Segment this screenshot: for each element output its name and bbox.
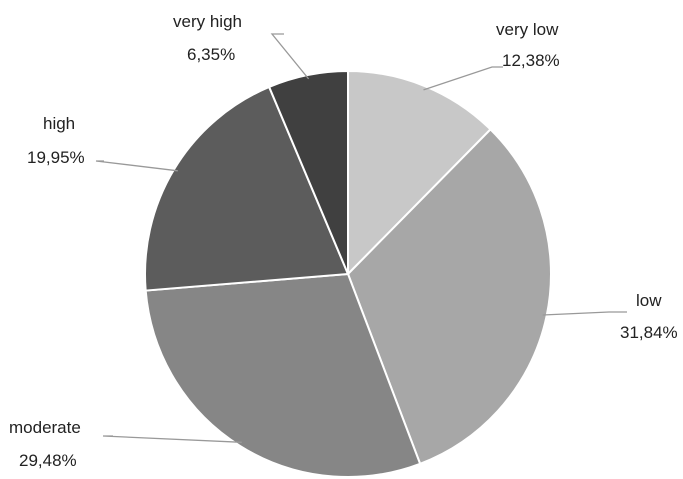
label-very-low-value: 12,38% — [502, 51, 560, 70]
leader-line-very-high — [270, 33, 310, 80]
label-very-low-name: very low — [496, 20, 559, 39]
pie-slices — [144, 69, 552, 478]
leader-line-moderate — [102, 435, 242, 443]
leader-line-very-low — [423, 66, 503, 91]
leader-line-low — [542, 311, 627, 316]
leader-lines — [95, 33, 627, 443]
label-low-name: low — [636, 291, 662, 310]
leader-line-high — [95, 160, 178, 172]
label-high-name: high — [43, 114, 75, 133]
pie-slice-low — [346, 127, 552, 466]
label-high-value: 19,95% — [27, 148, 85, 167]
label-moderate-name: moderate — [9, 418, 81, 437]
pie-slice-moderate — [144, 272, 422, 478]
pie-slice-very-low — [347, 69, 492, 277]
label-moderate-value: 29,48% — [19, 451, 77, 470]
pie-slice-high — [144, 85, 350, 292]
label-very-high-value: 6,35% — [187, 45, 235, 64]
slice-labels: very low 12,38% low 31,84% moderate 29,4… — [9, 12, 678, 470]
pie-slice-very-high — [267, 69, 349, 275]
label-very-high-name: very high — [173, 12, 242, 31]
label-low-value: 31,84% — [620, 323, 678, 342]
